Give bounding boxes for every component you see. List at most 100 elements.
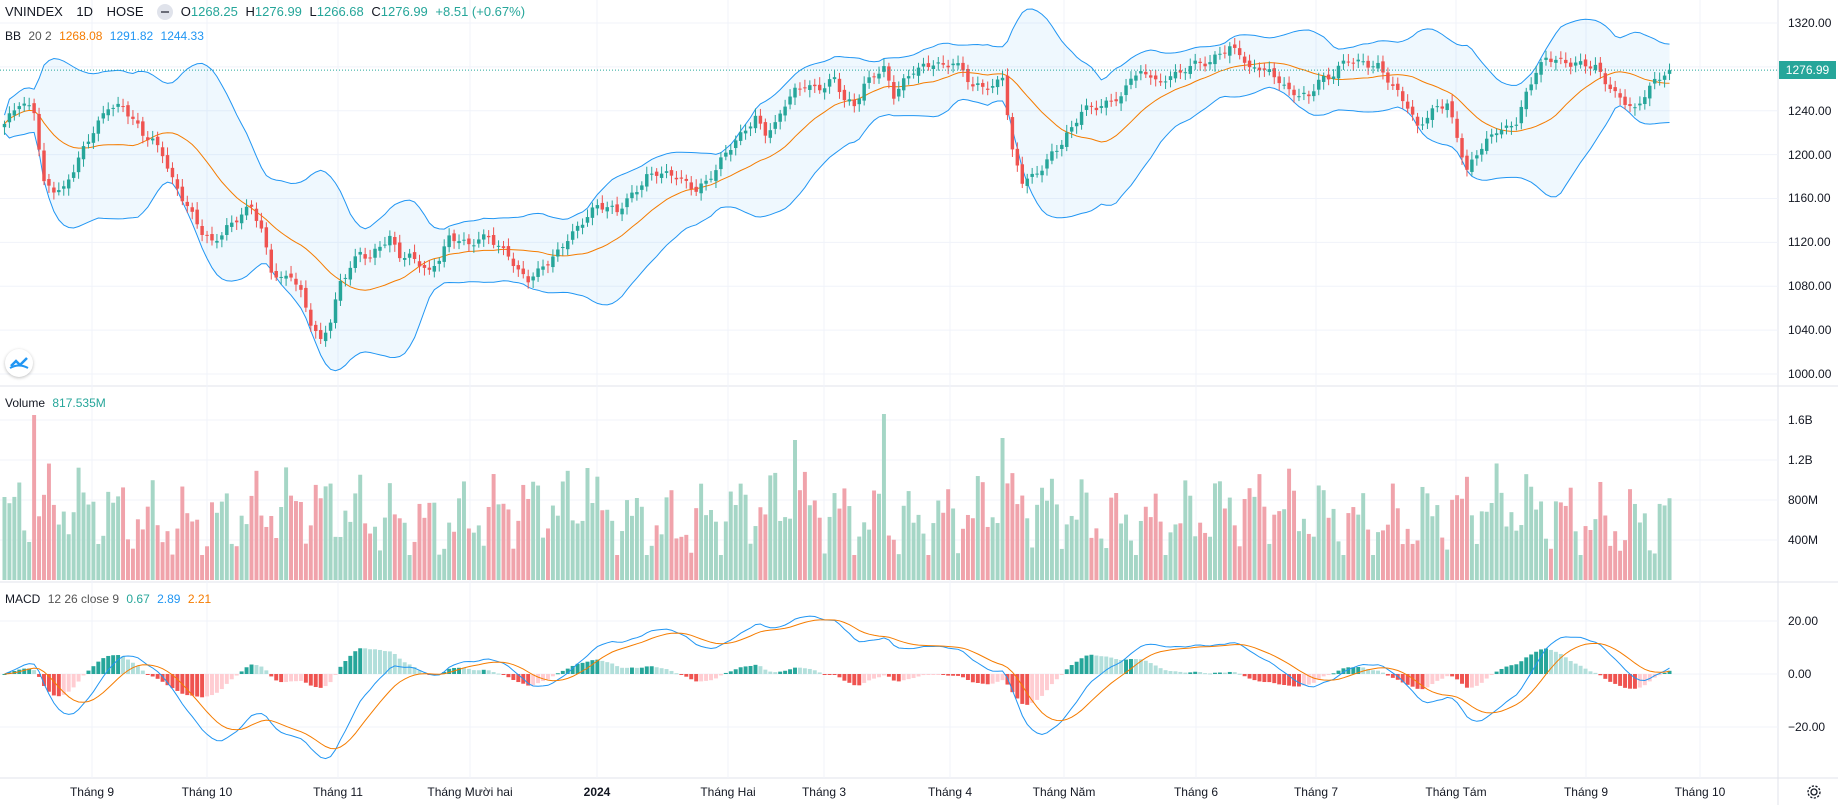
macd-hist-bar <box>1593 672 1598 674</box>
symbol-name[interactable]: VNINDEX <box>5 4 63 19</box>
candle-body <box>995 79 1000 88</box>
volume-bar <box>620 531 625 580</box>
volume-bar <box>170 554 175 580</box>
candle-body <box>333 299 338 323</box>
volume-bar <box>86 504 91 580</box>
macd-hist-bar <box>1208 673 1213 675</box>
volume-bar <box>1173 524 1178 580</box>
collapse-legend-button[interactable] <box>157 3 174 20</box>
macd-hist-bar <box>1282 674 1287 685</box>
macd-hist-bar <box>1563 657 1568 674</box>
macd-hist-bar <box>526 674 531 686</box>
volume-bar <box>1282 509 1287 580</box>
candle-body <box>1420 124 1425 126</box>
macd-hist-bar <box>545 674 550 680</box>
candle-body <box>1494 133 1499 136</box>
macd-hist-bar <box>303 674 308 683</box>
macd-hist-bar <box>852 674 857 686</box>
volume-bar <box>1460 498 1464 580</box>
candle-body <box>654 171 659 176</box>
price-tick-label: 1080.00 <box>1788 279 1832 294</box>
macd-hist-bar <box>773 672 778 674</box>
macd-hist-bar <box>1628 674 1632 689</box>
macd-hist-bar <box>1474 674 1479 686</box>
macd-hist-bar <box>165 674 170 686</box>
macd-label: MACD <box>5 592 41 606</box>
volume-bar <box>1474 543 1479 580</box>
candle-body <box>580 224 585 228</box>
macd-hist-bar <box>891 674 896 681</box>
candle-body <box>635 192 639 195</box>
volume-bar <box>1603 515 1608 580</box>
volume-bar <box>377 550 382 580</box>
volume-legend[interactable]: Volume 817.535M <box>5 395 110 411</box>
macd-hist-bar <box>1079 658 1084 674</box>
time-tick-label: Tháng 11 <box>313 785 363 799</box>
interval-label[interactable]: 1D <box>76 4 94 19</box>
candle-body <box>1069 127 1074 132</box>
volume-bar <box>822 553 827 580</box>
macd-hist-bar <box>1326 674 1331 675</box>
volume-bar <box>313 484 318 580</box>
macd-hist-bar <box>1499 668 1504 674</box>
volume-bar <box>896 554 901 580</box>
volume-bar <box>778 520 783 580</box>
volume-bar <box>1366 529 1371 580</box>
candle-body <box>126 105 130 117</box>
macd-hist-bar <box>373 649 378 674</box>
volume-bar <box>373 526 378 580</box>
candle-body <box>1371 66 1375 68</box>
volume-bar <box>1455 495 1460 580</box>
candle-body <box>190 207 194 212</box>
volume-bar <box>1509 512 1514 580</box>
volume-bar <box>1306 533 1311 580</box>
bb-legend[interactable]: BB 20 2 1268.08 1291.82 1244.33 <box>5 28 208 44</box>
candle-body <box>1178 70 1183 73</box>
macd-line <box>4 615 1670 760</box>
volume-bar <box>748 543 753 580</box>
candle-body <box>1573 62 1578 66</box>
macd-hist-bar <box>1143 660 1148 674</box>
macd-hist-bar <box>783 670 788 674</box>
candle-body <box>1010 117 1015 150</box>
candle-body <box>81 146 86 160</box>
macd-hist-bar <box>481 669 486 674</box>
macd-hist-bar <box>1548 649 1553 674</box>
volume-bar <box>728 491 733 580</box>
volume-bar <box>610 520 615 580</box>
macd-legend[interactable]: MACD 12 26 close 9 0.67 2.89 2.21 <box>5 591 215 607</box>
macd-hist-bar <box>1237 673 1242 675</box>
macd-hist-bar <box>793 667 797 674</box>
candle-body <box>383 244 387 246</box>
macd-hist-bar <box>1336 670 1341 674</box>
volume-bar <box>1124 514 1129 580</box>
macd-hist-bar <box>1662 672 1667 674</box>
candle-body <box>299 285 303 290</box>
candle-body <box>279 276 283 278</box>
candle-body <box>150 138 155 141</box>
volume-bar <box>298 501 303 580</box>
volume-bar <box>457 498 462 580</box>
volume-bar <box>496 504 501 580</box>
candle-body <box>348 267 353 280</box>
macd-hist-bar <box>1306 674 1311 685</box>
settings-gear-icon[interactable] <box>1805 783 1823 801</box>
volume-bar <box>817 517 822 580</box>
candles <box>2 37 1672 347</box>
candle-body <box>911 73 916 75</box>
volume-bar <box>7 503 12 580</box>
volume-bar <box>1598 481 1603 580</box>
macd-hist-bar <box>659 668 664 674</box>
volume-bar <box>1553 501 1558 580</box>
volume-bar <box>639 506 644 580</box>
macd-hist-bar <box>200 674 205 698</box>
exchange-label: HOSE <box>106 4 144 19</box>
macd-hist-bar <box>728 671 733 674</box>
macd-signal-value: 2.21 <box>187 592 212 606</box>
volume-bar <box>704 515 709 580</box>
macd-hist-bar <box>605 662 610 674</box>
volume-bar <box>1484 511 1489 580</box>
macd-hist-bar <box>1623 674 1628 688</box>
tradingview-logo[interactable] <box>5 349 33 377</box>
